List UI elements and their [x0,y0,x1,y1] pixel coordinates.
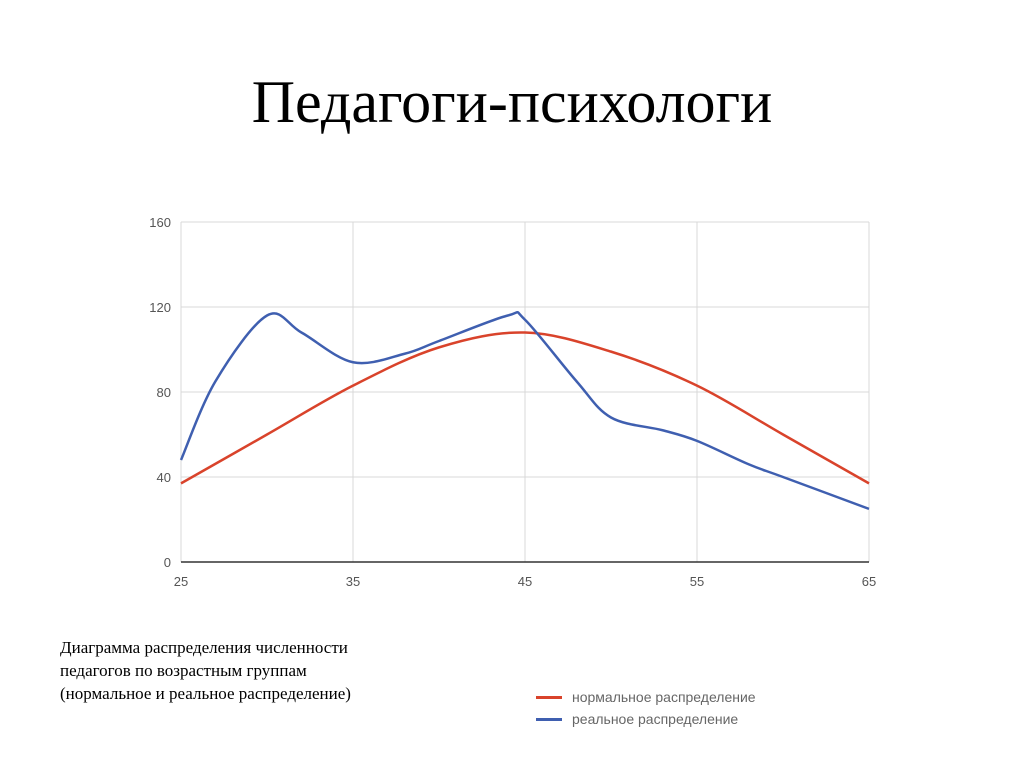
chart-legend: нормальное распределение реальное распре… [536,686,756,730]
normal-distribution-line [180,331,870,485]
caption-line-3: (нормальное и реальное распределение) [60,684,351,703]
legend-label: реальное распределение [572,711,739,727]
legend-label: нормальное распределение [572,689,756,705]
caption-line-2: педагогов по возрастным группам [60,661,307,680]
caption-line-1: Диаграмма распределения численности [60,638,348,657]
x-tick-label: 35 [346,574,360,589]
series-lines [179,310,870,511]
y-tick-label: 0 [164,555,171,570]
chart-caption: Диаграмма распределения численности педа… [60,636,460,705]
line-swatch-icon [536,695,562,699]
real-distribution-line [179,310,870,511]
y-tick-label: 160 [149,215,171,230]
y-tick-label: 120 [149,300,171,315]
x-tick-label: 65 [862,574,876,589]
x-tick-label: 45 [518,574,532,589]
x-tick-label: 25 [174,574,188,589]
x-tick-label: 55 [690,574,704,589]
axis-labels: 0 40 80 120 160 25 35 45 55 65 [149,215,876,589]
legend-item-real: реальное распределение [536,708,756,730]
slide-title: Педагоги-психологи [251,69,773,135]
y-tick-label: 80 [157,385,171,400]
y-tick-label: 40 [157,470,171,485]
legend-item-normal: нормальное распределение [536,686,756,708]
line-swatch-icon [536,717,562,721]
grid-lines [180,221,870,563]
